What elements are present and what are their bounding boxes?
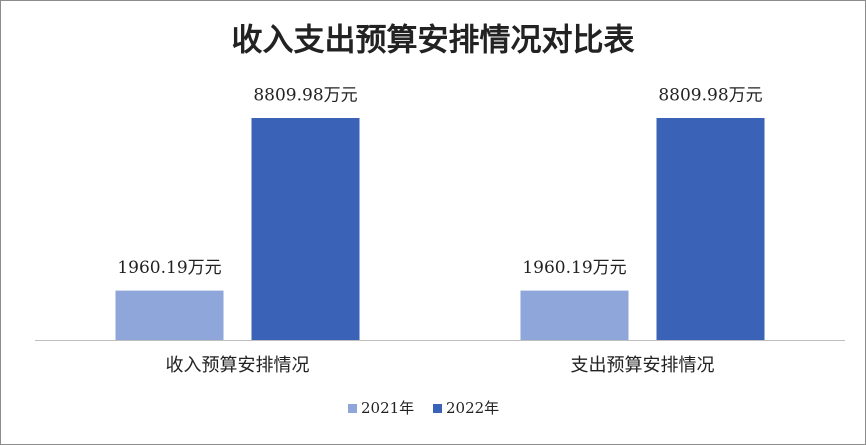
data-label: 8809.98万元 bbox=[253, 86, 357, 106]
data-label: 1960.19万元 bbox=[522, 258, 626, 278]
bar bbox=[251, 118, 360, 340]
x-tick-label: 收入预算安排情况 bbox=[166, 355, 310, 376]
chart-title: 收入支出预算安排情况对比表 bbox=[232, 23, 635, 59]
bar bbox=[520, 290, 629, 340]
bar bbox=[115, 290, 224, 340]
legend-label: 2022年 bbox=[446, 399, 499, 417]
data-label: 8809.98万元 bbox=[658, 86, 762, 106]
legend-swatch bbox=[433, 404, 442, 413]
data-label: 1960.19万元 bbox=[117, 258, 221, 278]
legend-swatch bbox=[348, 404, 357, 413]
x-tick-label: 支出预算安排情况 bbox=[571, 355, 715, 376]
legend-label: 2021年 bbox=[361, 399, 414, 417]
bar bbox=[656, 118, 765, 340]
